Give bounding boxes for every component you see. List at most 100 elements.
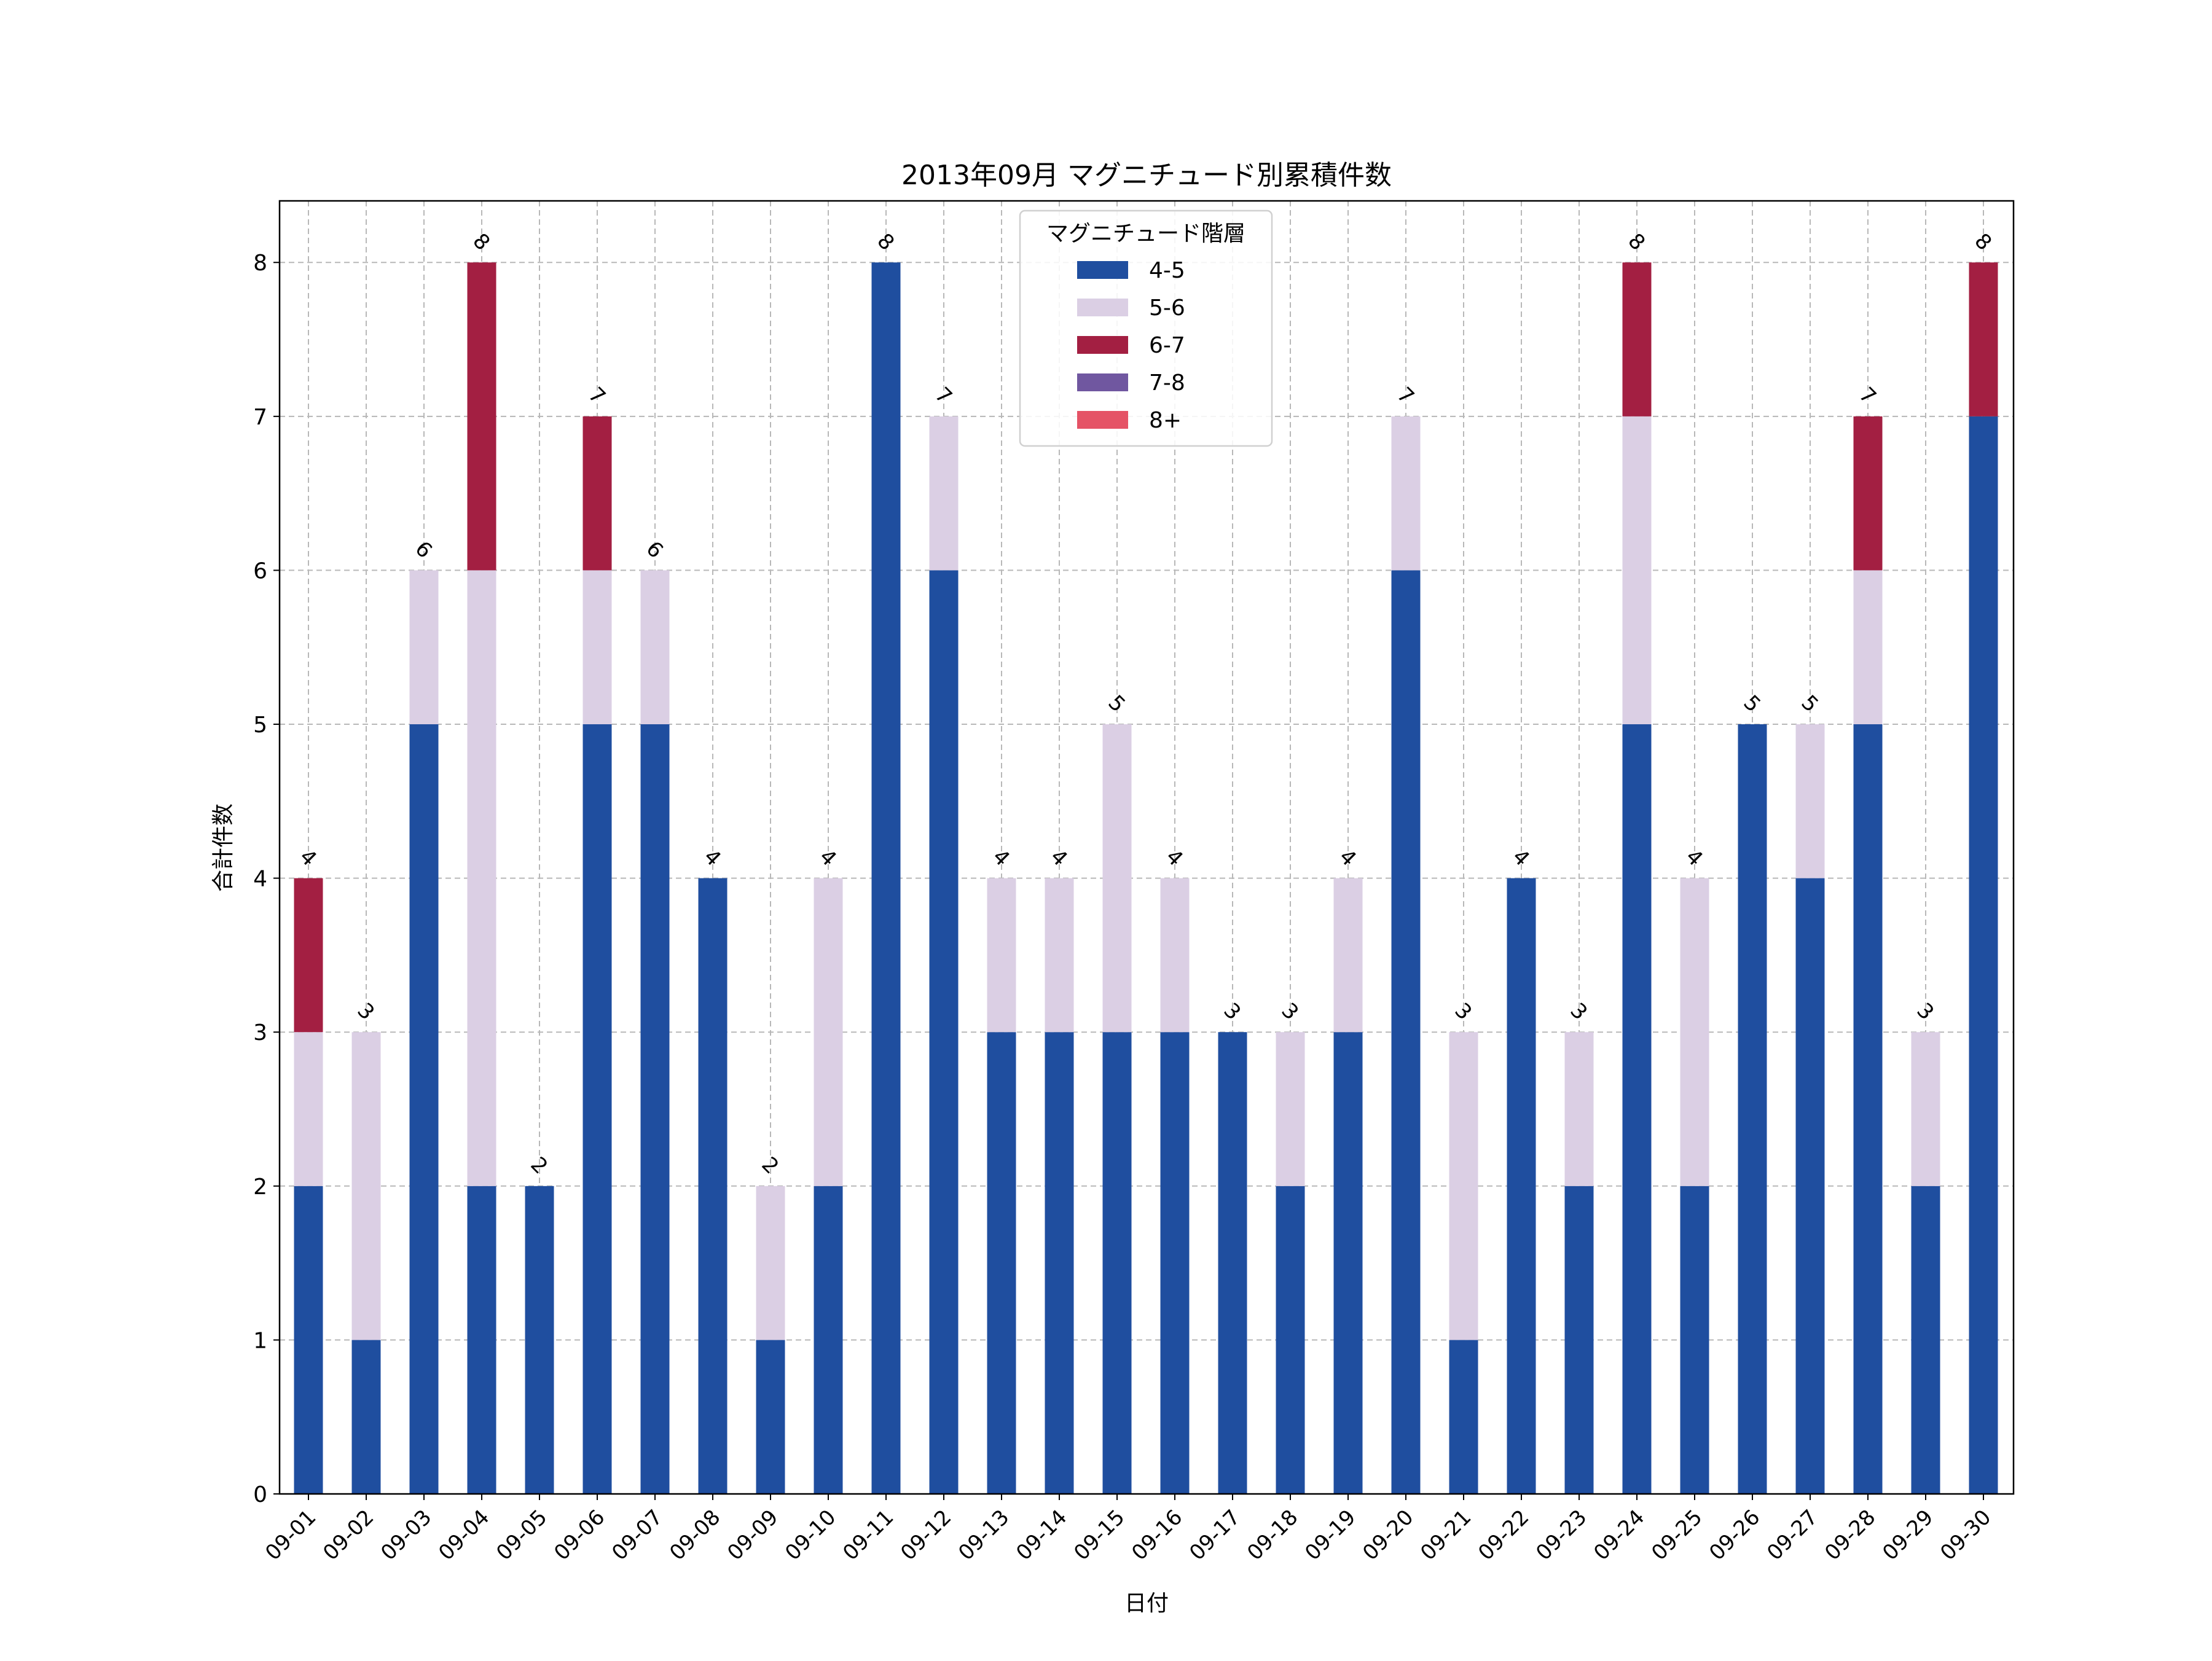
bar-segment-5-6-09-12 — [929, 416, 959, 571]
bar-segment-5-6-09-13 — [987, 878, 1016, 1033]
total-label-09-04: 8 — [468, 229, 495, 256]
bar-segment-5-6-09-14 — [1045, 878, 1074, 1033]
bar-segment-6-7-09-01 — [294, 878, 323, 1033]
y-axis-label: 合計件数 — [211, 803, 236, 892]
x-tick-label-09-19: 09-19 — [1300, 1505, 1360, 1565]
x-tick-label-09-16: 09-16 — [1127, 1505, 1187, 1565]
bar-segment-5-6-09-15 — [1102, 724, 1132, 1033]
total-label-09-02: 3 — [352, 998, 379, 1025]
bar-segment-5-6-09-16 — [1160, 878, 1190, 1033]
total-label-09-27: 5 — [1796, 690, 1823, 717]
x-tick-label-09-25: 09-25 — [1647, 1505, 1707, 1565]
total-label-09-25: 4 — [1681, 845, 1708, 872]
y-tick-label-1: 1 — [253, 1328, 267, 1353]
total-label-09-26: 5 — [1738, 690, 1765, 717]
total-label-09-20: 7 — [1392, 383, 1419, 410]
bar-segment-4-5-09-06 — [582, 724, 612, 1494]
x-tick-label-09-30: 09-30 — [1936, 1505, 1996, 1565]
y-tick-label-2: 2 — [253, 1174, 267, 1200]
total-label-09-12: 7 — [930, 383, 957, 410]
legend-swatch — [1077, 261, 1128, 279]
bar-segment-4-5-09-16 — [1160, 1032, 1190, 1494]
total-label-09-19: 4 — [1334, 845, 1361, 872]
total-label-09-13: 4 — [987, 845, 1014, 872]
bar-segment-4-5-09-14 — [1045, 1032, 1074, 1494]
bar-segment-5-6-09-25 — [1680, 878, 1709, 1186]
bar-segment-5-6-09-18 — [1276, 1032, 1305, 1186]
bar-segment-4-5-09-23 — [1564, 1186, 1594, 1494]
x-tick-label-09-04: 09-04 — [434, 1505, 494, 1565]
x-tick-label-09-02: 09-02 — [318, 1505, 378, 1565]
total-label-09-23: 3 — [1565, 998, 1592, 1025]
legend-swatch — [1077, 411, 1128, 429]
x-tick-label-09-07: 09-07 — [607, 1505, 667, 1565]
legend-item-5-6: 5-6 — [1077, 295, 1185, 321]
total-label-09-17: 3 — [1218, 998, 1245, 1025]
bar-segment-4-5-09-13 — [987, 1032, 1016, 1494]
x-tick-label-09-28: 09-28 — [1820, 1505, 1880, 1565]
total-label-09-05: 2 — [525, 1152, 552, 1179]
y-tick-label-4: 4 — [253, 867, 267, 892]
bar-segment-6-7-09-28 — [1853, 416, 1883, 571]
bar-segment-5-6-09-04 — [467, 570, 496, 1186]
bar-segment-4-5-09-29 — [1911, 1186, 1940, 1494]
bar-segment-5-6-09-02 — [351, 1032, 381, 1340]
x-tick-label-09-13: 09-13 — [954, 1505, 1014, 1565]
y-tick-label-0: 0 — [253, 1482, 267, 1507]
x-tick-label-09-05: 09-05 — [492, 1505, 552, 1565]
bar-segment-5-6-09-06 — [582, 570, 612, 725]
legend-title: マグニチュード階層 — [1046, 221, 1245, 246]
bar-segment-4-5-09-27 — [1795, 878, 1825, 1494]
bar-segment-5-6-09-29 — [1911, 1032, 1940, 1186]
bar-segment-4-5-09-04 — [467, 1186, 496, 1494]
total-label-09-06: 7 — [583, 383, 610, 410]
x-tick-label-09-09: 09-09 — [723, 1505, 783, 1565]
y-tick-label-3: 3 — [253, 1020, 267, 1045]
x-tick-label-09-17: 09-17 — [1185, 1505, 1245, 1565]
bar-segment-4-5-09-08 — [698, 878, 728, 1494]
bar-segment-4-5-09-05 — [525, 1186, 554, 1494]
bar-segment-4-5-09-18 — [1276, 1186, 1305, 1494]
bar-segment-5-6-09-20 — [1391, 416, 1421, 571]
total-label-09-08: 4 — [699, 845, 726, 872]
grid — [280, 201, 2014, 1495]
total-label-09-10: 4 — [814, 845, 841, 872]
x-ticks: 09-0109-0209-0309-0409-0509-0609-0709-08… — [261, 1494, 1996, 1565]
bar-segment-4-5-09-15 — [1102, 1032, 1132, 1494]
bar-segment-4-5-09-26 — [1738, 724, 1767, 1494]
x-tick-label-09-08: 09-08 — [665, 1505, 725, 1565]
x-tick-label-09-24: 09-24 — [1589, 1505, 1649, 1565]
bar-segment-4-5-09-21 — [1449, 1340, 1478, 1494]
bar-segment-6-7-09-24 — [1622, 262, 1652, 416]
x-tick-label-09-29: 09-29 — [1878, 1505, 1938, 1565]
total-label-09-21: 3 — [1449, 998, 1477, 1025]
total-label-09-30: 8 — [1969, 229, 1996, 256]
bar-segment-5-6-09-28 — [1853, 570, 1883, 725]
bar-segment-4-5-09-09 — [756, 1340, 785, 1494]
bar-segment-4-5-09-30 — [1969, 416, 1998, 1495]
x-tick-label-09-06: 09-06 — [549, 1505, 610, 1565]
x-tick-label-09-20: 09-20 — [1358, 1505, 1418, 1565]
legend-item-4-5: 4-5 — [1077, 258, 1185, 283]
bar-segment-4-5-09-22 — [1507, 878, 1536, 1494]
x-tick-label-09-12: 09-12 — [896, 1505, 956, 1565]
x-tick-label-09-21: 09-21 — [1416, 1505, 1476, 1565]
x-tick-label-09-18: 09-18 — [1242, 1505, 1303, 1565]
bar-segment-4-5-09-11 — [871, 262, 901, 1495]
bar-segment-4-5-09-01 — [294, 1186, 323, 1494]
bar-segment-4-5-09-03 — [409, 724, 439, 1494]
total-label-09-29: 3 — [1912, 998, 1939, 1025]
plot-frame — [278, 200, 2015, 1495]
bar-segment-4-5-09-28 — [1853, 724, 1883, 1494]
bars — [294, 262, 1998, 1495]
legend: マグニチュード階層 4-5 5-6 6-7 7-8 8+ — [1019, 209, 1273, 447]
bar-segment-5-6-09-19 — [1333, 878, 1363, 1033]
legend-label: 8+ — [1149, 408, 1182, 433]
x-tick-label-09-01: 09-01 — [261, 1505, 321, 1565]
y-ticks: 0 1 2 3 4 5 6 7 8 — [253, 251, 280, 1507]
bar-segment-4-5-09-12 — [929, 570, 959, 1494]
legend-item-8+: 8+ — [1077, 408, 1182, 433]
total-label-09-09: 2 — [756, 1152, 783, 1179]
bar-segment-4-5-09-20 — [1391, 570, 1421, 1494]
